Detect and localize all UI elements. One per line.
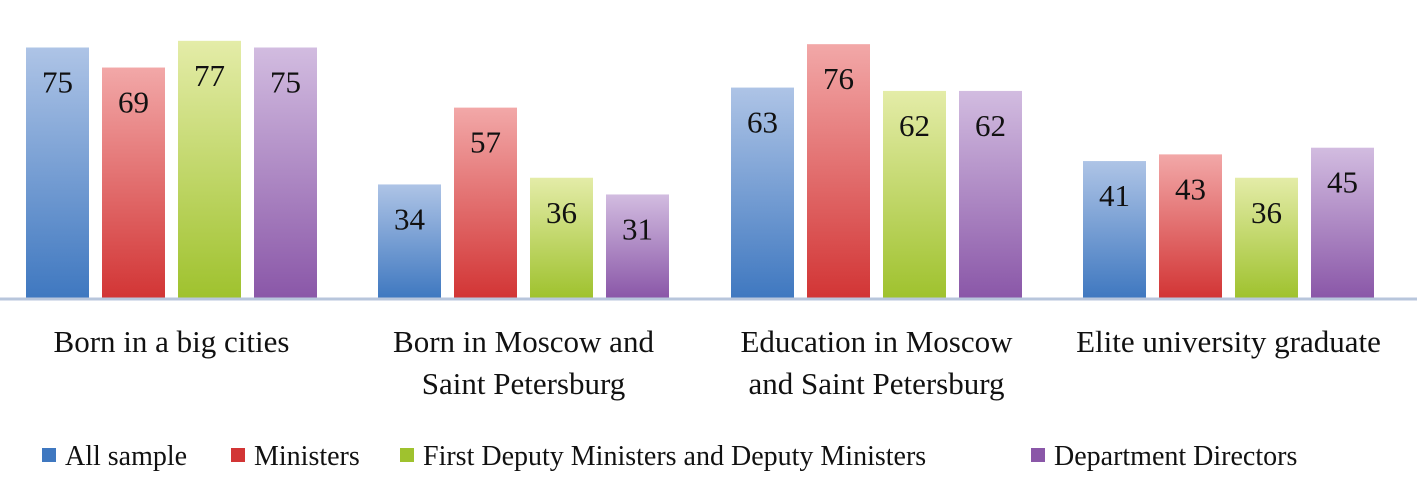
legend: All sample Ministers First Deputy Minister… [42,441,1297,472]
bar-3-series-2 [807,44,870,298]
legend-swatch [231,448,245,462]
category-label: Elite university graduate [1076,324,1381,359]
data-label: 41 [1099,178,1130,213]
data-label: 34 [394,201,426,236]
legend-label: Ministers [254,441,360,472]
bar-1-series-2 [102,67,165,298]
bar-3-series-4 [959,90,1022,298]
data-label: 75 [270,65,301,100]
legend-label: Department Directors [1054,441,1297,472]
data-label: 45 [1327,165,1358,200]
data-label: 31 [622,211,653,246]
legend-label: First Deputy Ministers and Deputy Minist… [423,441,926,472]
bar-1-series-1 [26,47,89,298]
bar-4-series-4 [1311,147,1374,298]
legend-swatch [42,448,56,462]
data-label: 43 [1175,171,1206,206]
data-label: 62 [975,108,1006,143]
bar-3-series-3 [883,90,946,298]
bar-2-series-2 [454,107,517,299]
data-label: 63 [747,105,778,140]
bar-3-series-1 [731,87,794,298]
bars-group: 75 69 77 75 34 57 36 31 63 76 62 62 41 43 36 45 [26,40,1374,299]
legend-label: All sample [65,441,187,472]
category-label: Born in a big cities [54,324,290,359]
data-label: 36 [546,195,577,230]
data-label: 75 [42,65,73,100]
bar-4-series-2 [1159,154,1222,298]
data-label: 76 [823,61,854,96]
legend-swatch [400,448,414,462]
data-label: 57 [470,125,501,160]
bar-4-series-1 [1083,161,1146,298]
data-label: 62 [899,108,930,143]
category-label: Born in Moscow and [393,324,654,359]
bar-4-series-3 [1235,177,1298,298]
bar-2-series-4 [606,194,669,298]
bar-1-series-3 [178,40,241,298]
bar-1-series-4 [254,47,317,298]
data-label: 36 [1251,195,1282,230]
category-label: and Saint Petersburg [748,366,1004,401]
legend-swatch [1031,448,1045,462]
data-label: 69 [118,85,149,120]
category-label: Education in Moscow [740,324,1013,359]
data-label: 77 [194,58,225,93]
category-label: Saint Petersburg [422,366,626,401]
category-labels: Born in a big cities Born in Moscow and Sa… [54,324,1381,401]
bar-2-series-3 [530,177,593,298]
bar-2-series-1 [378,184,441,298]
